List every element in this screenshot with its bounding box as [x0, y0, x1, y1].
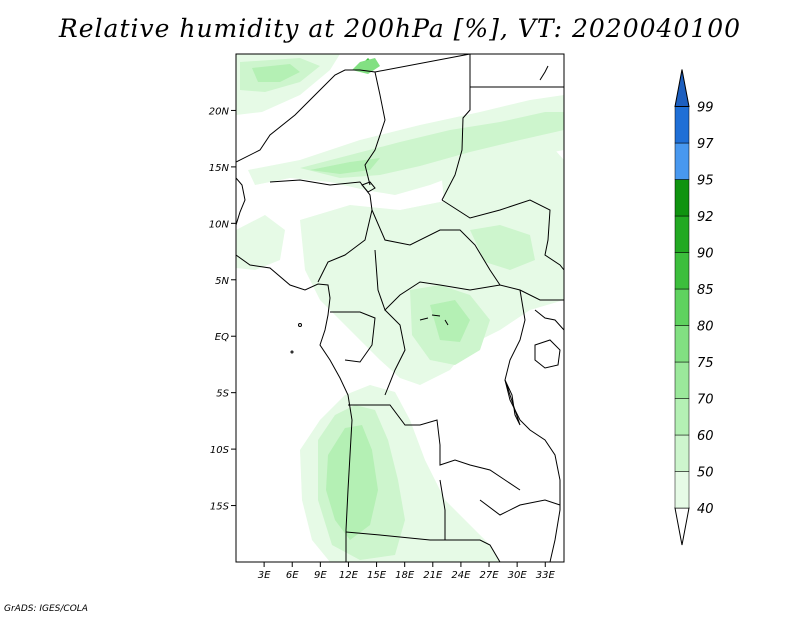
colorbar-label: 80	[697, 320, 714, 335]
humidity-core-angola	[326, 425, 378, 540]
colorbar-label: 40	[697, 502, 714, 517]
colorbar-label: 50	[697, 466, 714, 481]
border-sudan	[441, 199, 564, 271]
lon-tick-label: 15E	[367, 570, 387, 581]
colorbar-label: 95	[697, 174, 714, 189]
humidity-band-gulf	[236, 215, 285, 270]
lat-tick-label: 15N	[209, 163, 230, 174]
colorbar-segment	[674, 288, 690, 326]
colorbar-label: 85	[697, 283, 714, 298]
lon-tick-label: 12E	[339, 570, 359, 581]
humidity-field	[236, 54, 564, 562]
colorbar-segment	[674, 361, 690, 399]
border-zambia	[439, 479, 561, 540]
border-drc-angola	[348, 404, 521, 491]
border-namibia	[345, 531, 501, 562]
lon-tick-label: 6E	[286, 570, 299, 581]
lon-tick-label: 18E	[395, 570, 415, 581]
colorbar-segment	[674, 325, 690, 363]
coastline	[236, 177, 353, 562]
colorbar-label: 92	[697, 210, 714, 225]
border-uganda	[534, 309, 564, 331]
border-north	[236, 69, 386, 186]
border-east	[504, 289, 561, 562]
lon-tick-label: 21E	[423, 570, 443, 581]
border-nigeria	[269, 179, 373, 283]
border-chad	[371, 209, 501, 286]
colorbar-segment	[674, 398, 690, 436]
colorbar-top-arrow	[674, 69, 690, 107]
lon-tick-label: 3E	[258, 570, 271, 581]
colorbar-bottom-arrow	[674, 507, 690, 546]
colorbar-label: 97	[697, 137, 714, 152]
lake-tanganyika	[504, 379, 521, 426]
small-lakes	[419, 314, 449, 326]
colorbar-label: 99	[697, 101, 714, 116]
humidity-core-congo	[430, 300, 470, 342]
lat-tick-label: 5N	[215, 276, 229, 287]
chart-title: Relative humidity at 200hPa [%], VT: 202…	[58, 14, 742, 43]
lake-chad	[361, 181, 376, 193]
border-gabon	[330, 311, 376, 363]
lat-tick-label: 20N	[209, 106, 230, 117]
lon-tick-label: 33E	[536, 570, 556, 581]
colorbar-segment	[674, 215, 690, 253]
humidity-band-east	[440, 145, 564, 275]
coast-northeast	[539, 65, 549, 81]
colorbar-segment	[674, 471, 690, 509]
island	[290, 350, 294, 354]
country-borders	[236, 54, 564, 562]
axis-ticks: 20N 15N 10N 5N EQ 5S 10S 15S 3E 6E 9E 12E 15E 18E 21E 2…	[209, 106, 556, 581]
lat-tick-label: 15S	[210, 502, 230, 513]
colorbar-segment	[674, 142, 690, 180]
lon-tick-label: 24E	[451, 570, 471, 581]
colorbar-segment	[674, 106, 690, 144]
humidity-core-north	[252, 64, 300, 82]
colorbar-label: 75	[697, 356, 714, 371]
border-car	[374, 249, 564, 311]
lat-tick-label: 10N	[209, 219, 230, 230]
lat-tick-label: EQ	[215, 332, 229, 343]
lat-tick-label: 10S	[210, 445, 230, 456]
lat-tick-label: 5S	[216, 389, 229, 400]
lake-victoria	[534, 339, 561, 369]
humidity-core-sahel	[310, 158, 380, 174]
lon-tick-label: 30E	[508, 570, 528, 581]
island	[298, 323, 302, 327]
colorbar: 40 50 60 70 75 80 85 90 92 95 97 99	[674, 69, 714, 546]
colorbar-segment	[674, 434, 690, 472]
colorbar-label: 60	[697, 429, 714, 444]
lon-tick-label: 9E	[314, 570, 327, 581]
border-congo	[384, 309, 406, 396]
humidity-patch-plateau	[470, 225, 535, 270]
colorbar-label: 90	[697, 247, 714, 262]
grads-credit: GrADS: IGES/COLA	[4, 604, 88, 614]
colorbar-label: 70	[697, 393, 714, 408]
map-frame	[235, 53, 565, 563]
colorbar-segment	[674, 179, 690, 217]
colorbar-segment	[674, 252, 690, 290]
border-libya	[374, 54, 471, 201]
lon-tick-label: 27E	[480, 570, 500, 581]
